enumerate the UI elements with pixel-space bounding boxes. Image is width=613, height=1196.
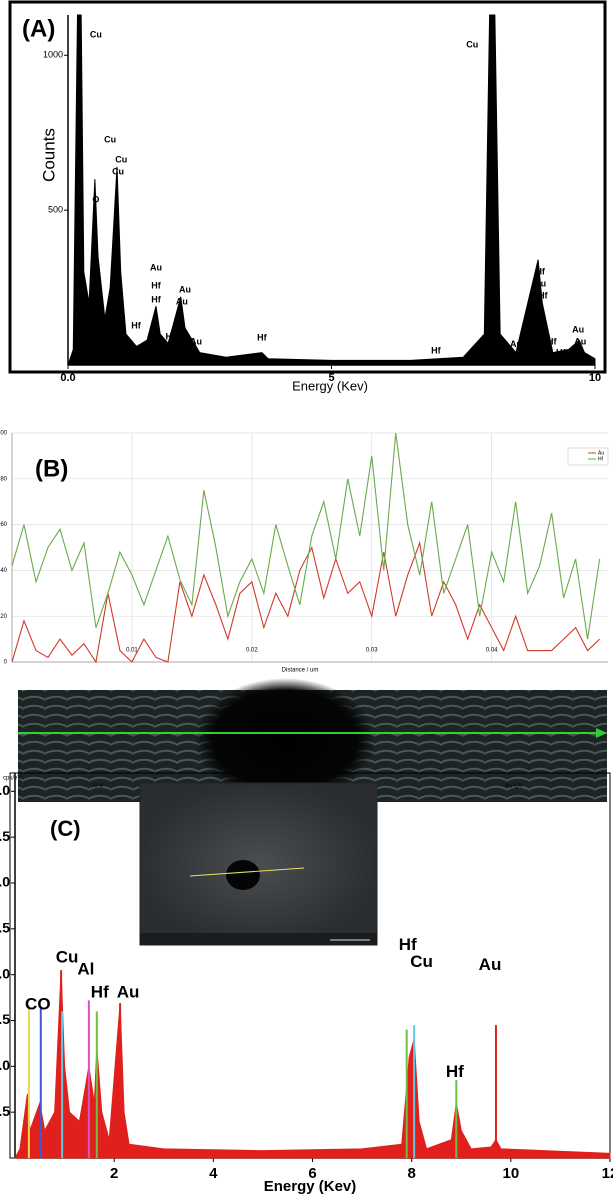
x-tick-label: 2 (110, 1165, 118, 1182)
peak-label: Au (117, 982, 140, 1001)
header-note: cps/eV (3, 776, 21, 782)
y-tick-label: 1.0 (0, 1057, 10, 1073)
x-tick-label: 5 (328, 372, 334, 384)
spectrum (67, 14, 596, 366)
peak-label: Au (574, 336, 586, 346)
y-tick-label: 3.5 (0, 828, 10, 844)
peak-label: Hf (547, 336, 557, 346)
y-tick-label: 4.0 (0, 782, 10, 798)
peak-label: Cu (56, 948, 79, 967)
x-tick-label: 0.02 (246, 648, 258, 654)
y-tick-label: 80 (0, 476, 7, 482)
series-line (11, 432, 601, 640)
x-tick-label: 8 (407, 1165, 415, 1182)
legend-box (567, 447, 609, 466)
peak-label: Hf (257, 332, 267, 342)
peak-label: Hf (165, 331, 175, 341)
y-tick-label: 1000 (43, 50, 63, 60)
peak-label: Hf (91, 982, 109, 1001)
y-tick-label: 1.5 (0, 1011, 10, 1027)
y-tick-label: 40 (0, 568, 7, 574)
peak-label: Hf (535, 266, 545, 276)
x-tick-label: 12 (602, 1165, 613, 1182)
peak-label: Au (179, 284, 191, 294)
y-tick-label: 500 (48, 205, 63, 215)
x-tick-label: 6 (308, 1165, 316, 1182)
y-tick-label: 20 (0, 614, 7, 620)
y-tick-label: 3.0 (0, 874, 10, 890)
peak-label: Cu (466, 40, 478, 50)
x-tick-label: 0.01 (126, 648, 138, 654)
y-tick-label: 2.5 (0, 920, 10, 936)
peak-label: Cu (104, 135, 116, 145)
peak-label: Hf (151, 280, 161, 290)
peak-label: Hf (446, 1062, 464, 1081)
peak-label: Au (572, 324, 584, 334)
peak-label: Hf (538, 290, 548, 300)
y-tick-label: 2.0 (0, 965, 10, 981)
peak-label: Au (510, 339, 522, 349)
x-tick-label: 0.0 (60, 372, 75, 384)
peak-label: Hf (131, 320, 141, 330)
spectrum (14, 970, 611, 1159)
x-axis-label: Distance / um (282, 668, 319, 674)
peak-label: Hf (151, 294, 161, 304)
peak-label: O (92, 195, 99, 205)
panel: 0.51.01.52.02.53.03.54.024681012COCuAlHf… (0, 773, 613, 1195)
y-tick-label: 100 (0, 431, 8, 437)
x-tick-label: 0.03 (366, 648, 378, 654)
peak-label: Cu (534, 279, 546, 289)
peak-label: CO (25, 994, 51, 1013)
peak-label: Au (150, 262, 162, 272)
header-note: Au-LA (505, 784, 522, 790)
x-tick-label: 4 (209, 1165, 218, 1182)
peak-label: Cu (115, 155, 127, 165)
y-tick-label: 0 (4, 660, 8, 666)
x-tick-label: 10 (502, 1165, 519, 1182)
tem-inset (139, 782, 378, 946)
peak-label: Hf (556, 347, 566, 357)
peak-label: Cu (410, 952, 433, 971)
x-axis-label: Energy (Kev) (264, 1178, 357, 1195)
peak-label: Hf (399, 935, 417, 954)
series-line (11, 540, 600, 664)
legend-label: Hf (598, 456, 604, 462)
peak-label: Au (190, 336, 202, 346)
peak-label: Cu (112, 166, 124, 176)
panel-a-frame (8, 0, 607, 374)
header-note: Al-K (92, 784, 103, 790)
panel-title: (B) (35, 455, 68, 482)
panel-title: (A) (22, 15, 55, 42)
x-tick-label: 10 (589, 372, 601, 384)
y-tick-label: 60 (0, 522, 7, 528)
peak-label: Al (77, 960, 94, 979)
legend-label: Au (598, 450, 604, 456)
y-tick-label: 0.5 (0, 1103, 10, 1119)
peak-label: Au (176, 296, 188, 306)
peak-label: Au (479, 955, 502, 974)
panel-title: (C) (50, 816, 81, 841)
x-tick-label: 0.04 (486, 648, 498, 654)
x-axis-label: Energy (Kev) (292, 378, 368, 393)
peak-label: Hf (431, 345, 441, 355)
y-axis-label: Counts (39, 128, 58, 182)
peak-label: Cu (90, 30, 102, 40)
